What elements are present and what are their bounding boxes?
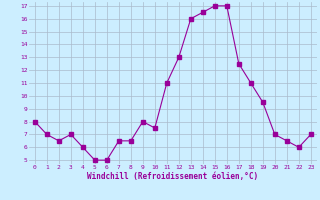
X-axis label: Windchill (Refroidissement éolien,°C): Windchill (Refroidissement éolien,°C): [87, 172, 258, 181]
